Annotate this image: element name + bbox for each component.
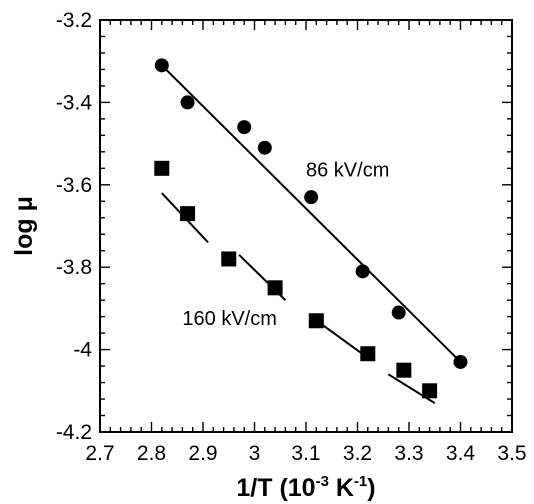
- data-point-square: [154, 160, 170, 176]
- data-point-circle: [355, 264, 370, 279]
- data-point-circle: [180, 95, 195, 110]
- annotations: 86 kV/cm 160 kV/cm: [182, 160, 389, 330]
- x-tick-label: 3.5: [497, 442, 526, 465]
- x-axis-title: 1/T (10-3 K-1): [236, 473, 375, 502]
- axis-ticks: [99, 19, 513, 433]
- data-point-square: [360, 346, 376, 362]
- data-point-circle: [257, 140, 272, 155]
- x-tick-label: 2.7: [85, 442, 114, 465]
- y-tick-label: -3.6: [56, 174, 92, 197]
- plot-frame: [99, 19, 513, 433]
- y-axis-title: log μ: [10, 196, 38, 256]
- data-point-circle: [237, 120, 252, 135]
- fit-line-160kv-segment: [387, 373, 436, 405]
- y-tick-label: -3.8: [56, 256, 92, 279]
- data-point-circle: [154, 58, 169, 73]
- series-annotation: 86 kV/cm: [306, 160, 389, 182]
- y-tick-labels: -3.2 -3.4 -3.6 -3.8 -4 -4.2: [56, 9, 93, 444]
- fit-lines: [161, 64, 462, 405]
- data-point-circle: [391, 305, 406, 320]
- x-tick-labels: 2.7 2.8 2.9 3 3.1 3.2 3.3 3.4 3.5: [85, 442, 526, 465]
- x-axis-title-main: 1/T (10: [236, 474, 315, 502]
- y-tick-label: -4.2: [56, 421, 92, 444]
- data-point-square: [221, 251, 237, 267]
- data-point-square: [308, 313, 324, 329]
- series-annotation: 160 kV/cm: [182, 308, 276, 330]
- x-tick-label: 2.8: [137, 442, 166, 465]
- x-axis-title-unit: K: [329, 474, 354, 502]
- x-tick-label: 3.2: [343, 442, 372, 465]
- x-tick-label: 2.9: [188, 442, 217, 465]
- data-point-square: [267, 280, 283, 296]
- x-tick-label: 3.4: [446, 442, 476, 465]
- x-tick-label: 3.3: [394, 442, 423, 465]
- data-point-square: [180, 206, 196, 222]
- y-tick-label: -3.4: [56, 91, 93, 114]
- plot-area: 2.7 2.8 2.9 3 3.1 3.2 3.3 3.4 3.5 -3.2-3.4-3.6-3…: [56, 9, 527, 465]
- data-point-square: [422, 383, 438, 399]
- data-point-circle: [304, 190, 319, 205]
- data-markers: [154, 58, 468, 399]
- data-point-circle: [453, 354, 468, 369]
- x-axis-title-close: ): [367, 474, 375, 502]
- y-tick-label: -4: [73, 339, 92, 362]
- fit-line-86kv: [161, 64, 462, 363]
- x-axis-title-exp2: -1: [354, 473, 367, 490]
- data-point-square: [396, 362, 412, 378]
- x-tick-label: 3.1: [291, 442, 320, 465]
- x-axis-title-exp1: -3: [316, 473, 329, 490]
- x-tick-label: 3: [249, 442, 261, 465]
- y-tick-label: -3.2: [56, 9, 92, 32]
